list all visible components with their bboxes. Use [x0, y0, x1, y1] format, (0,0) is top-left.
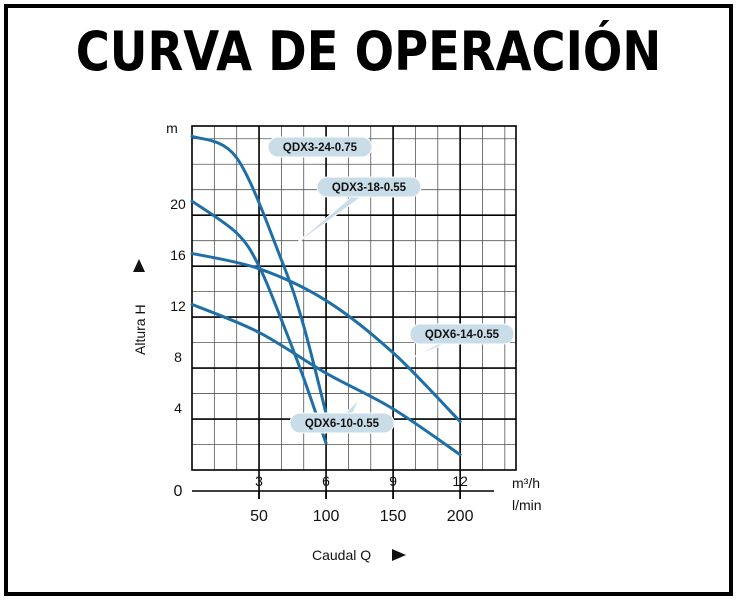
chart-labels: m 0 m³/h l/min Caudal Q Altura H 4 8 12 16 2…: [132, 120, 542, 563]
y-tick-label: 8: [174, 349, 182, 365]
y-tick-label: 20: [170, 196, 186, 212]
callout-box: [267, 136, 373, 158]
chart-callouts: QDX3-24-0.75 QDX3-18-0.55 QDX6-14-0.55 QDX6…: [261, 136, 515, 434]
callout-box: [316, 176, 422, 198]
x-unit-1-label: m³/h: [512, 475, 540, 491]
y-tick-label: 16: [170, 247, 186, 263]
y-unit-label: m: [166, 120, 178, 136]
curve-qdx6-14: [190, 251, 462, 424]
plot-border: [191, 125, 517, 471]
series-label: QDX6-14-0.55: [425, 329, 500, 341]
origin-label: 0: [174, 483, 183, 500]
x-tick-label-m3h: 9: [389, 473, 397, 489]
series-label: QDX3-18-0.55: [332, 182, 407, 194]
x-axis-arrow-icon: [392, 549, 406, 561]
curve-qdx3-18: [190, 199, 328, 445]
callout-box: [409, 323, 515, 345]
callout-box: [289, 412, 395, 434]
x-tick-label-lmin: 50: [250, 508, 268, 525]
y-axis-arrow-icon: [133, 259, 145, 272]
x-tick-label-lmin: 200: [447, 508, 474, 525]
x-tick-label-m3h: 3: [255, 473, 263, 489]
page-title: CURVA DE OPERACIÓN: [75, 20, 662, 83]
curve-qdx3-24: [190, 134, 333, 434]
y-axis-label: Altura H: [132, 304, 148, 355]
x-tick-label-lmin: 150: [380, 508, 407, 525]
chart-frame: [4, 4, 733, 596]
x-axis-label: Caudal Q: [312, 547, 371, 563]
series-label: QDX6-10-0.55: [305, 418, 380, 430]
chart-curves: [190, 134, 462, 457]
x-unit-2-label: l/min: [512, 497, 542, 513]
x-tick-label-m3h: 6: [322, 473, 330, 489]
x-tick-label-m3h: 12: [452, 473, 468, 489]
y-tick-label: 4: [174, 400, 182, 416]
x-tick-label-lmin: 100: [313, 508, 340, 525]
y-tick-label: 12: [170, 298, 186, 314]
curve-qdx6-10: [190, 302, 462, 457]
series-label: QDX3-24-0.75: [283, 142, 358, 154]
